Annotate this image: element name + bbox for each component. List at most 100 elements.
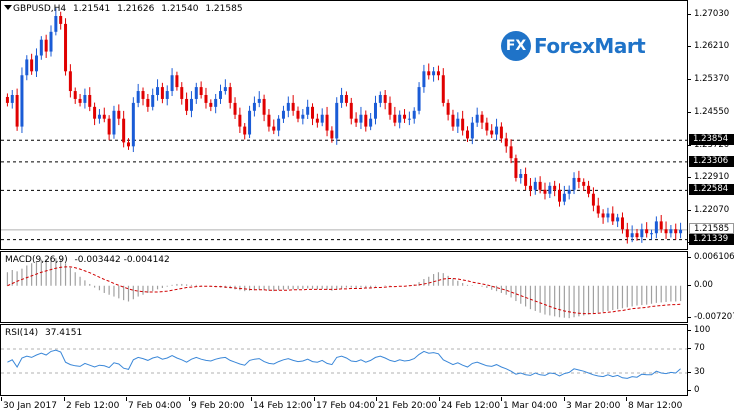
price-chart-canvas — [1, 8, 687, 244]
candle-body — [369, 118, 373, 127]
time-axis[interactable]: 30 Jan 2017 2 Feb 12:00 7 Feb 04:00 9 Feb 2… — [1, 397, 683, 411]
candle-body — [291, 102, 295, 111]
candle-body — [315, 118, 319, 123]
price-level-tag: 1.22584 — [689, 184, 734, 196]
candle-body — [219, 91, 223, 99]
candle-body — [572, 177, 576, 190]
candle-body — [25, 59, 29, 76]
candle-body — [122, 118, 126, 143]
candle-body — [674, 229, 678, 234]
candle-body — [664, 229, 668, 234]
candle-body — [650, 233, 654, 235]
candle-body — [393, 114, 397, 123]
chart-menu-arrow-icon[interactable] — [4, 5, 12, 10]
candle-body — [533, 181, 537, 190]
candle-body — [214, 98, 218, 107]
candle-body — [170, 75, 174, 92]
candle-body — [126, 142, 130, 147]
candle-body — [582, 181, 586, 186]
candle-body — [83, 94, 87, 103]
candle-body — [330, 130, 334, 139]
candle-body — [185, 98, 189, 111]
candle-body — [296, 110, 300, 119]
candle-body — [325, 114, 329, 131]
candle-body — [645, 229, 649, 234]
candle-body — [364, 114, 368, 127]
price-axis[interactable]: 1.270301.262101.253701.245501.237201.229… — [687, 8, 730, 247]
candle-body — [311, 106, 315, 119]
candle-body — [286, 102, 290, 111]
candle-body — [679, 229, 683, 234]
forexmart-logo: FX ForexMart — [501, 31, 646, 61]
candle-body — [277, 118, 281, 131]
ohlc-close: 1.21585 — [205, 4, 243, 14]
candle-body — [587, 185, 591, 194]
candle-body — [480, 114, 484, 123]
candle-body — [15, 94, 19, 127]
logo-text: ForexMart — [534, 34, 646, 58]
rsi-header: RSI(14) 37.4151 — [5, 328, 82, 338]
symbol-name: GBPUSD,H4 — [13, 4, 67, 14]
candle-body — [199, 87, 203, 95]
candle-body — [335, 102, 339, 139]
candle-body — [630, 233, 634, 238]
candle-body — [301, 114, 305, 119]
candle-body — [567, 189, 571, 194]
candle-body — [131, 102, 135, 147]
candle-body — [378, 94, 382, 103]
candle-body — [427, 71, 431, 76]
candle-body — [407, 118, 411, 120]
candle-body — [596, 205, 600, 214]
rsi-line — [7, 349, 681, 379]
price-level-tag: 1.23306 — [689, 155, 734, 167]
candle-body — [93, 106, 97, 119]
candle-body — [112, 110, 116, 135]
candle-body — [461, 118, 465, 131]
candle-body — [151, 94, 155, 107]
candle-body — [616, 217, 620, 222]
candle-body — [340, 94, 344, 103]
price-chart-pane[interactable]: GBPUSD,H4 1.21541 1.21626 1.21540 1.2158… — [0, 0, 688, 250]
candle-body — [233, 102, 237, 115]
ohlc-open: 1.21541 — [73, 4, 111, 14]
candle-body — [659, 221, 663, 230]
rsi-pane[interactable]: RSI(14) 37.4151 — [0, 324, 688, 396]
candle-body — [499, 126, 503, 139]
candle-body — [5, 96, 9, 103]
ohlc-high: 1.21626 — [117, 4, 155, 14]
candle-body — [388, 102, 392, 115]
candle-body — [20, 75, 24, 127]
candle-body — [349, 102, 353, 119]
candle-body — [403, 114, 407, 119]
candle-body — [359, 114, 363, 123]
macd-pane[interactable]: MACD(9,26,9) -0.003442 -0.004142 — [0, 251, 688, 323]
rsi-value: 37.4151 — [44, 328, 83, 338]
candle-body — [189, 98, 193, 111]
candle-body — [611, 213, 615, 222]
candle-body — [495, 126, 499, 135]
candle-body — [441, 75, 445, 103]
candle-body — [267, 114, 271, 127]
candle-body — [432, 71, 436, 76]
candle-body — [10, 94, 14, 103]
candle-body — [238, 114, 242, 127]
candle-body — [59, 16, 63, 24]
candle-body — [88, 94, 92, 107]
candle-body — [272, 126, 276, 131]
candle-body — [625, 229, 629, 238]
candle-body — [78, 98, 82, 103]
candle-body — [73, 91, 77, 99]
candle-body — [412, 110, 416, 119]
price-level-tag: 1.21339 — [689, 233, 734, 245]
candle-body — [417, 87, 421, 111]
logo-mark-icon: FX — [501, 31, 531, 61]
candle-body — [456, 118, 460, 127]
candle-body — [30, 59, 34, 72]
candle-body — [470, 122, 474, 139]
candle-body — [606, 213, 610, 218]
candle-body — [528, 185, 532, 190]
candle-body — [146, 98, 150, 107]
candle-body — [465, 130, 469, 139]
candle-body — [524, 173, 528, 186]
candle-body — [228, 87, 232, 103]
